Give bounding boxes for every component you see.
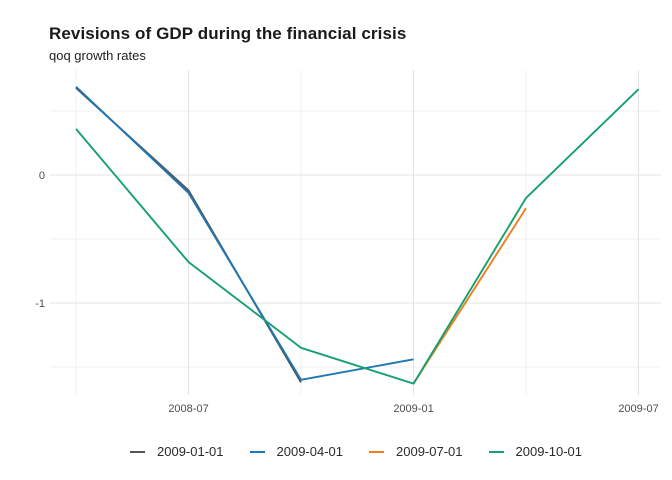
x-axis-label: 2009-07 bbox=[618, 403, 658, 415]
legend-line-swatch bbox=[249, 450, 265, 453]
x-axis-label: 2008-07 bbox=[168, 403, 208, 415]
legend-item-2009-04-01: 2009-04-01 bbox=[249, 444, 344, 459]
legend-line-swatch bbox=[130, 450, 145, 453]
legend-label: 2009-04-01 bbox=[276, 444, 344, 459]
legend-label: 2009-07-01 bbox=[396, 444, 463, 459]
series-line-2009-04-01 bbox=[75, 85, 414, 381]
chart-subtitle: qoq growth rates bbox=[49, 48, 146, 63]
legend: 2009-01-01 2009-04-01 2009-07-01 2009-10-01 bbox=[0, 444, 672, 459]
y-axis-label: -1 bbox=[35, 298, 45, 310]
legend-item-2009-07-01: 2009-07-01 bbox=[369, 444, 463, 459]
legend-item-2009-10-01: 2009-10-01 bbox=[488, 444, 583, 459]
legend-line-swatch bbox=[369, 450, 384, 453]
x-axis-label: 2009-01 bbox=[393, 403, 433, 415]
legend-label: 2009-01-01 bbox=[157, 444, 224, 459]
legend-item-2009-01-01: 2009-01-01 bbox=[130, 444, 224, 459]
legend-line-swatch bbox=[488, 450, 504, 453]
series-line-2009-10-01 bbox=[75, 88, 640, 385]
legend-label: 2009-10-01 bbox=[515, 444, 583, 459]
chart-title: Revisions of GDP during the financial cr… bbox=[49, 24, 407, 43]
y-axis-label: 0 bbox=[39, 170, 45, 182]
